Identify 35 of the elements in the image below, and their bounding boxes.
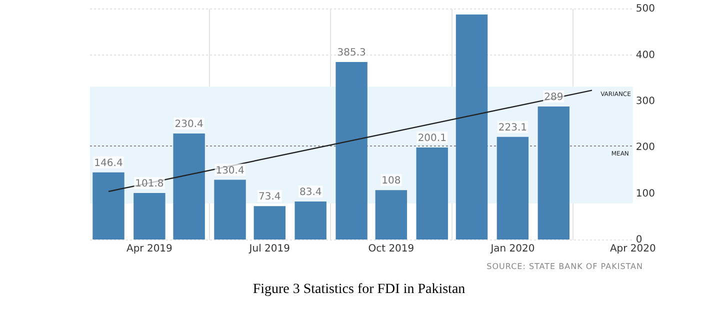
x-tick-label: Apr 2020 xyxy=(610,244,656,255)
data-label: 200.1 xyxy=(418,133,446,144)
bar xyxy=(134,192,166,240)
data-label: 289 xyxy=(544,92,564,104)
y-tick-label: 200 xyxy=(636,142,656,154)
bar xyxy=(214,180,246,240)
caption: Figure 3 Statistics for FDI in Pakistan xyxy=(252,282,466,298)
x-tick-label: Jan 2020 xyxy=(490,244,535,255)
bar xyxy=(92,172,124,240)
bar xyxy=(456,14,488,240)
y-tick-label: 500 xyxy=(636,4,656,15)
source-note: SOURCE: STATE BANK OF PAKISTAN xyxy=(486,262,643,271)
y-tick-label: 400 xyxy=(636,50,656,61)
bar xyxy=(294,201,326,240)
data-label: 108 xyxy=(382,176,401,187)
data-label: 73.4 xyxy=(258,192,281,203)
bar xyxy=(416,148,448,240)
data-label: 230.4 xyxy=(174,119,204,130)
data-label: 223.1 xyxy=(498,122,528,134)
x-tick-label: Apr 2019 xyxy=(126,244,172,255)
data-label: 130.4 xyxy=(216,165,244,176)
bar xyxy=(336,62,368,240)
bar xyxy=(173,134,205,240)
data-label: 385.3 xyxy=(337,48,366,59)
data-label: 83.4 xyxy=(299,187,322,198)
bar xyxy=(375,190,408,240)
bar xyxy=(254,206,286,240)
y-tick-label: 100 xyxy=(636,188,656,200)
x-tick-label: Oct 2019 xyxy=(368,244,414,255)
y-tick-label: 300 xyxy=(636,96,656,107)
data-label: 146.4 xyxy=(94,158,123,169)
bar xyxy=(538,106,570,240)
bar xyxy=(496,136,529,240)
data-label: 101.8 xyxy=(135,178,164,190)
x-tick-label: Jul 2019 xyxy=(248,244,290,255)
